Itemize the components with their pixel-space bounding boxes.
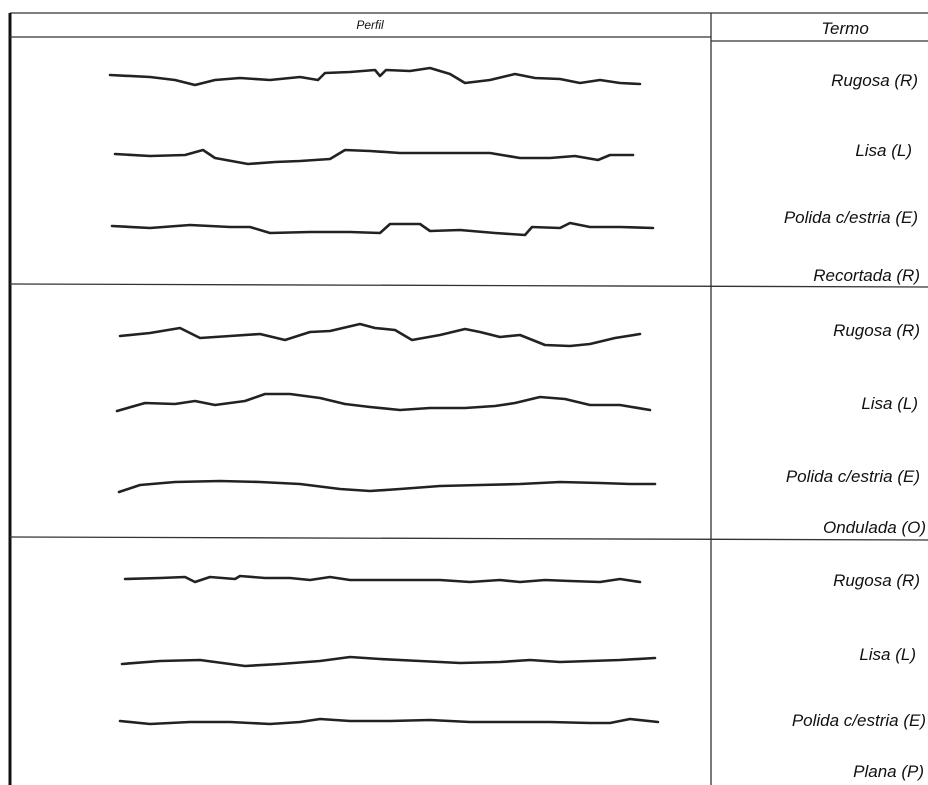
term: Rugosa (R) bbox=[831, 71, 918, 90]
profile-line bbox=[110, 68, 640, 85]
profile-line bbox=[122, 657, 655, 666]
header-profile: Perfil bbox=[356, 18, 384, 32]
group-label: Plana (P) bbox=[853, 762, 924, 781]
profile-line bbox=[112, 223, 653, 235]
term: Rugosa (R) bbox=[833, 321, 920, 340]
term: Polida c/estria (E) bbox=[792, 711, 926, 730]
term: Lisa (L) bbox=[859, 645, 916, 664]
profile-line bbox=[120, 324, 640, 346]
term: Rugosa (R) bbox=[833, 571, 920, 590]
term: Lisa (L) bbox=[855, 141, 912, 160]
profile-line bbox=[119, 481, 655, 492]
group-rule bbox=[10, 537, 928, 540]
group-label: Ondulada (O) bbox=[823, 518, 926, 537]
term: Lisa (L) bbox=[861, 394, 918, 413]
profile-table: Perfil Termo Rugosa (R) Lisa (L) Polida … bbox=[0, 0, 928, 785]
profile-line bbox=[125, 576, 640, 582]
header-term: Termo bbox=[821, 19, 869, 38]
group-label: Recortada (R) bbox=[813, 266, 920, 285]
term: Polida c/estria (E) bbox=[786, 467, 920, 486]
term: Polida c/estria (E) bbox=[784, 208, 918, 227]
profile-line bbox=[120, 719, 658, 724]
group-rule bbox=[10, 284, 928, 287]
profile-line bbox=[115, 150, 633, 164]
profile-line bbox=[117, 394, 650, 411]
